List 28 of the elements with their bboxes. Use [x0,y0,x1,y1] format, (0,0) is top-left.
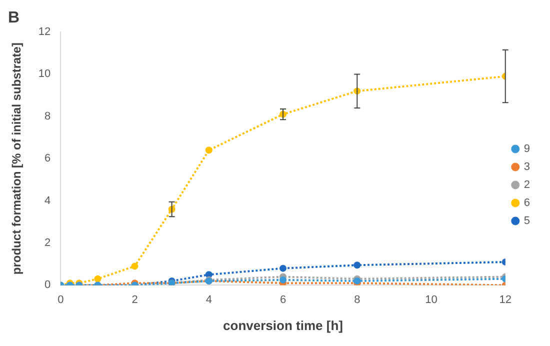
x-tick-label: 10 [425,294,438,306]
y-axis-title: product formation [% of initial substrate] [10,42,24,275]
x-tick-label: 4 [206,294,212,306]
point [354,262,361,269]
x-tick-label: 6 [280,294,286,306]
point [131,262,138,270]
y-tick-label: 4 [44,194,51,207]
legend-label: 5 [524,215,530,228]
y-tick-label: 6 [44,152,51,165]
legend-label: 3 [524,161,530,174]
x-tick-label: 2 [132,294,138,306]
x-tick-label: 0 [58,294,64,306]
y-tick-label: 8 [44,110,51,122]
legend-label: 9 [524,143,530,156]
x-axis-title: conversion time [h] [223,318,343,333]
text: B [8,9,20,26]
x-tick-label: 8 [354,294,360,306]
y-tick-label: 2 [44,237,51,250]
x-tick-label: 12 [499,294,512,306]
point [94,275,102,282]
y-tick-label: 0 [44,279,51,292]
point [280,264,287,272]
point [280,276,287,284]
y-tick-label: 12 [38,26,51,38]
y-tick-label: 10 [38,68,51,80]
legend-label: 6 [524,197,530,210]
point [205,146,212,154]
legend-label: 2 [524,179,530,192]
